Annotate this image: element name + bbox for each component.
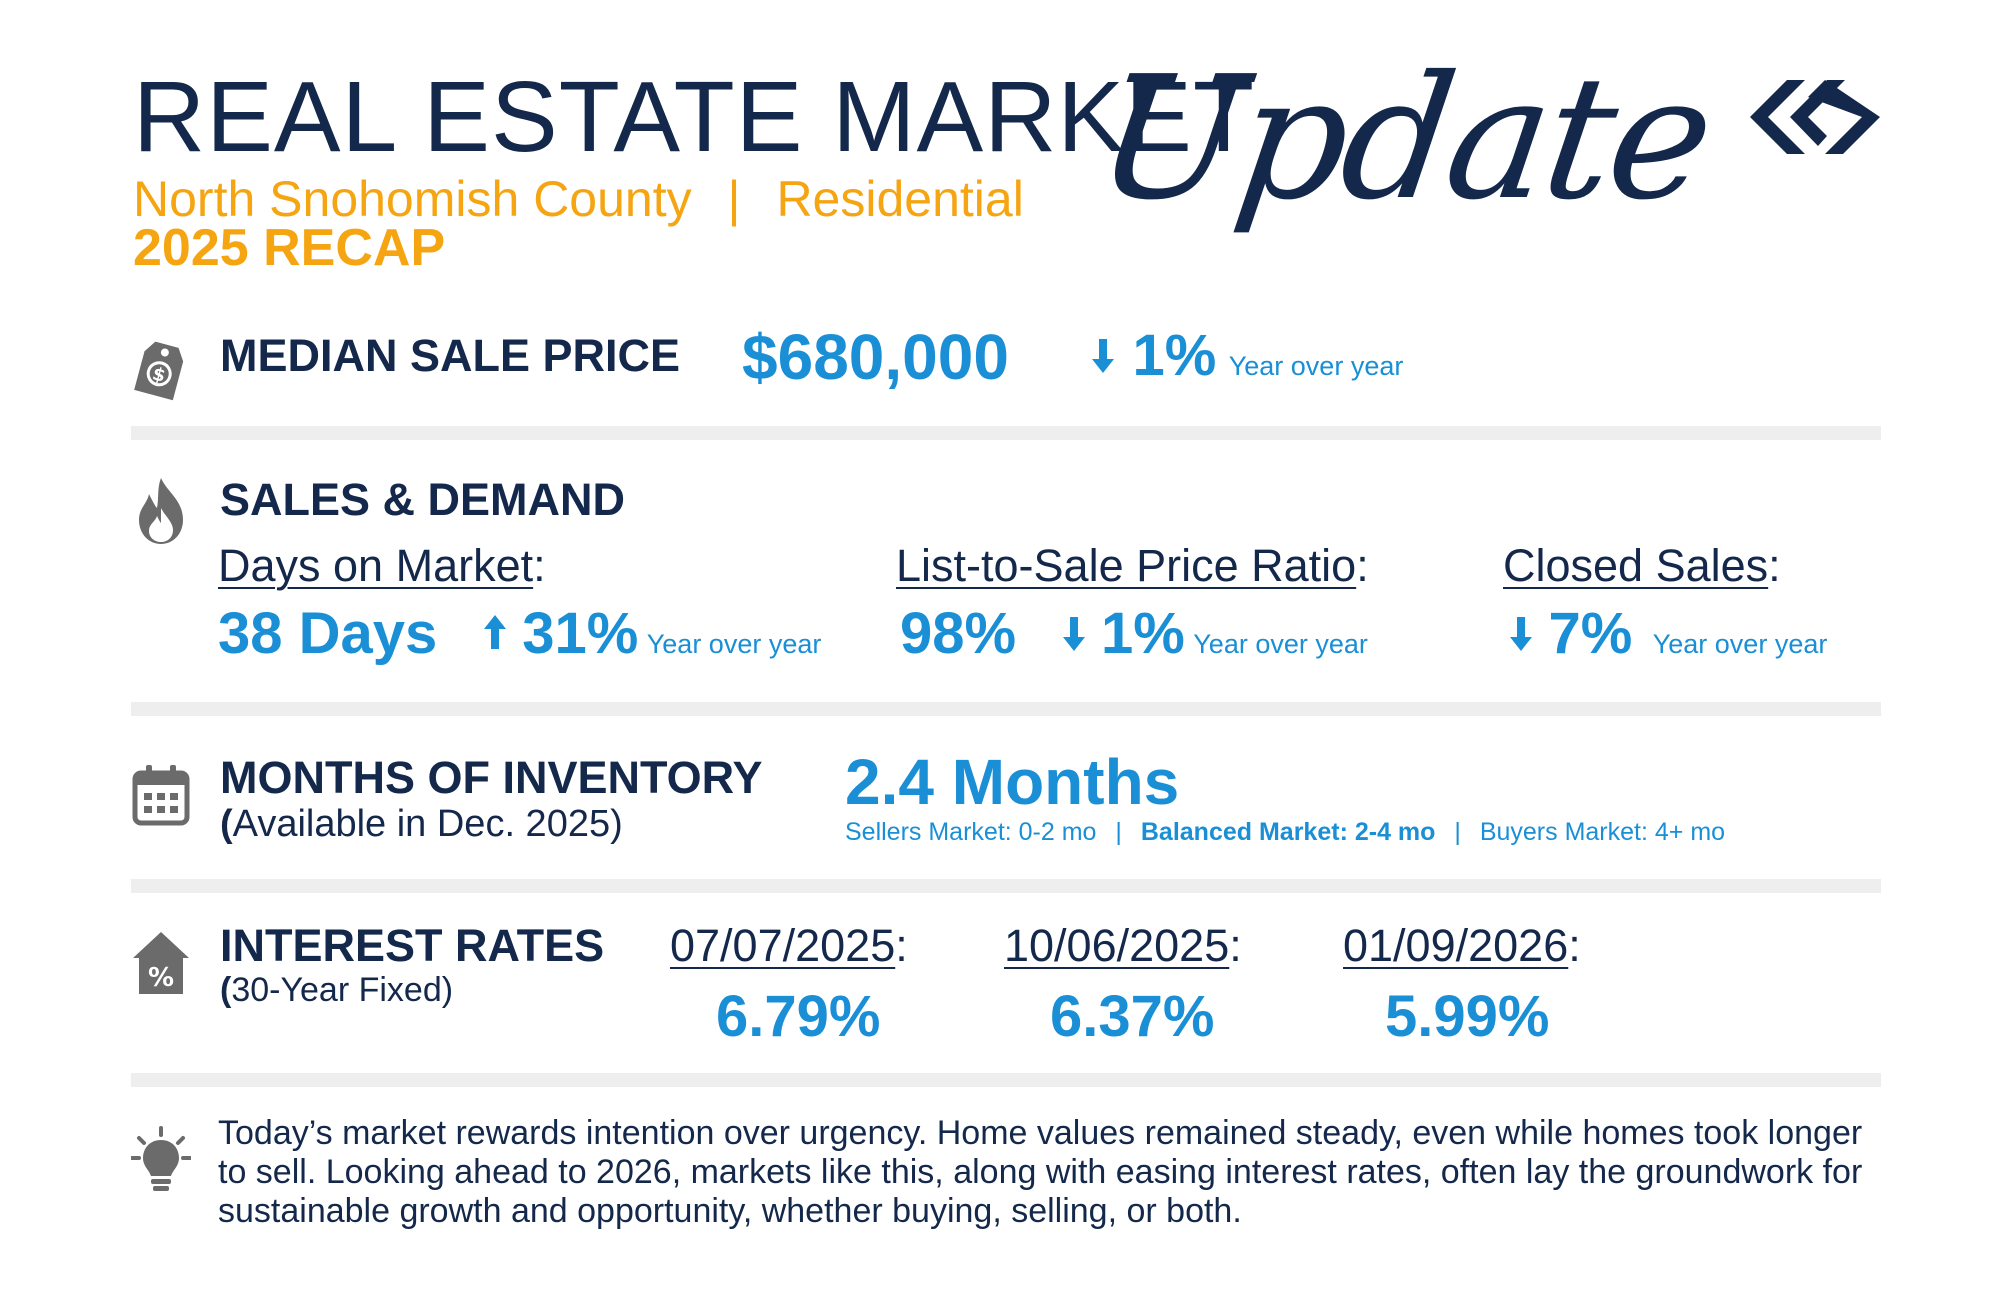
rate-date-1: 07/07/2025: bbox=[670, 920, 908, 972]
fire-icon bbox=[139, 478, 183, 544]
dom-label-text: Days on Market bbox=[218, 540, 534, 591]
down-arrow-icon bbox=[1092, 339, 1114, 373]
rate-date-colon: : bbox=[1568, 920, 1581, 971]
rate-date-3: 01/09/2026: bbox=[1343, 920, 1581, 972]
rate-date-colon: : bbox=[1229, 920, 1242, 971]
down-arrow-icon bbox=[1062, 617, 1085, 651]
dom-yoy: Year over year bbox=[646, 629, 822, 659]
median-heading: MEDIAN SALE PRICE bbox=[220, 330, 681, 381]
dom-label: Days on Market: bbox=[218, 540, 546, 592]
sales-heading: SALES & DEMAND bbox=[220, 474, 626, 525]
inventory-subheading: (Available in Dec. 2025) bbox=[220, 803, 623, 846]
ratio-change: 1% bbox=[1101, 601, 1185, 666]
svg-text:%: % bbox=[148, 963, 174, 993]
recap-label: 2025 RECAP bbox=[133, 219, 446, 277]
subtitle-separator: | bbox=[727, 171, 741, 227]
rate-date-2: 10/06/2025: bbox=[1004, 920, 1242, 972]
subtitle: North Snohomish County | Residential bbox=[133, 170, 1024, 228]
closed-label-text: Closed Sales bbox=[1503, 540, 1769, 591]
median-yoy: Year over year bbox=[1228, 351, 1404, 381]
script-heading: Update bbox=[1086, 40, 1722, 238]
rate-value-3: 5.99% bbox=[1385, 984, 1550, 1049]
segment-label: Residential bbox=[776, 171, 1024, 227]
rates-sub-text: 30-Year Fixed) bbox=[231, 971, 454, 1009]
balanced-market: Balanced Market: 2-4 mo bbox=[1140, 818, 1436, 846]
scale-separator: | bbox=[1115, 818, 1122, 846]
dom-value: 38 Days bbox=[218, 601, 438, 666]
insight-text: Today’s market rewards intention over ur… bbox=[218, 1114, 1863, 1230]
svg-text:$: $ bbox=[150, 363, 168, 387]
divider bbox=[131, 426, 1881, 440]
dom-label-colon: : bbox=[533, 540, 546, 591]
market-scale: Sellers Market: 0-2 mo | Balanced Market… bbox=[845, 818, 1725, 847]
closed-stat: 7% Year over year bbox=[1508, 600, 1827, 667]
closed-change: 7% bbox=[1548, 601, 1633, 666]
house-percent-icon: % bbox=[133, 932, 189, 994]
down-arrow-icon bbox=[1510, 617, 1532, 651]
divider bbox=[131, 702, 1881, 716]
rate-date-text: 01/09/2026 bbox=[1343, 920, 1569, 971]
up-arrow-icon bbox=[483, 615, 506, 649]
rate-value-1: 6.79% bbox=[716, 984, 881, 1049]
price-tag-icon: $ bbox=[134, 341, 184, 401]
ratio-label-colon: : bbox=[1356, 540, 1369, 591]
divider bbox=[131, 1073, 1881, 1087]
paren-open: ( bbox=[220, 803, 233, 845]
median-change: 1% Year over year bbox=[1090, 322, 1403, 389]
inventory-heading: MONTHS OF INVENTORY bbox=[220, 752, 763, 803]
ratio-value: 98% bbox=[900, 601, 1017, 666]
ratio-label: List-to-Sale Price Ratio: bbox=[896, 540, 1369, 592]
inventory-value: 2.4 Months bbox=[845, 746, 1180, 818]
ratio-stat: 98% 1% Year over year bbox=[900, 600, 1368, 667]
sellers-market: Sellers Market: 0-2 mo bbox=[845, 818, 1097, 846]
ratio-yoy: Year over year bbox=[1193, 629, 1368, 659]
divider bbox=[131, 879, 1881, 893]
closed-label: Closed Sales: bbox=[1503, 540, 1781, 592]
rates-subheading: (30-Year Fixed) bbox=[220, 971, 453, 1010]
calendar-icon bbox=[132, 765, 190, 826]
rate-date-colon: : bbox=[895, 920, 908, 971]
region-label: North Snohomish County bbox=[133, 171, 692, 227]
rate-date-text: 10/06/2025 bbox=[1004, 920, 1230, 971]
lightbulb-icon bbox=[131, 1126, 191, 1191]
median-change-value: 1% bbox=[1132, 323, 1217, 388]
closed-label-colon: : bbox=[1768, 540, 1781, 591]
paren-open: ( bbox=[220, 971, 232, 1009]
scale-separator: | bbox=[1454, 818, 1461, 846]
ratio-label-text: List-to-Sale Price Ratio bbox=[896, 540, 1357, 591]
rate-date-text: 07/07/2025 bbox=[670, 920, 896, 971]
dom-stat: 38 Days 31% Year over year bbox=[218, 600, 821, 667]
rate-value-2: 6.37% bbox=[1050, 984, 1215, 1049]
page-title: REAL ESTATE MARKET bbox=[133, 61, 1255, 173]
closed-yoy: Year over year bbox=[1652, 629, 1828, 659]
diamond-chevron-logo-icon bbox=[1750, 80, 1880, 154]
median-value: $680,000 bbox=[742, 321, 1009, 393]
rates-heading: INTEREST RATES bbox=[220, 920, 605, 971]
dom-change: 31% bbox=[522, 601, 639, 666]
buyers-market: Buyers Market: 4+ mo bbox=[1479, 818, 1726, 846]
inventory-sub-text: Available in Dec. 2025) bbox=[232, 803, 623, 845]
